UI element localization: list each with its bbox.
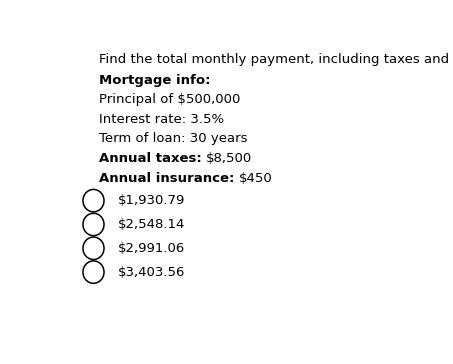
Text: Principal of $500,000: Principal of $500,000 <box>99 93 240 106</box>
Text: Find the total monthly payment, including taxes and insurance.: Find the total monthly payment, includin… <box>99 52 453 66</box>
Text: $2,548.14: $2,548.14 <box>118 218 185 231</box>
Text: Annual taxes:: Annual taxes: <box>99 152 206 165</box>
Text: Annual insurance:: Annual insurance: <box>99 172 239 185</box>
Text: $3,403.56: $3,403.56 <box>118 266 185 278</box>
Text: $1,930.79: $1,930.79 <box>118 194 185 207</box>
Text: Interest rate: 3.5%: Interest rate: 3.5% <box>99 113 224 126</box>
Text: Term of loan: 30 years: Term of loan: 30 years <box>99 132 247 146</box>
Text: $2,991.06: $2,991.06 <box>118 242 185 255</box>
Text: Mortgage info:: Mortgage info: <box>99 74 210 87</box>
Text: $450: $450 <box>239 172 273 185</box>
Text: $8,500: $8,500 <box>206 152 252 165</box>
